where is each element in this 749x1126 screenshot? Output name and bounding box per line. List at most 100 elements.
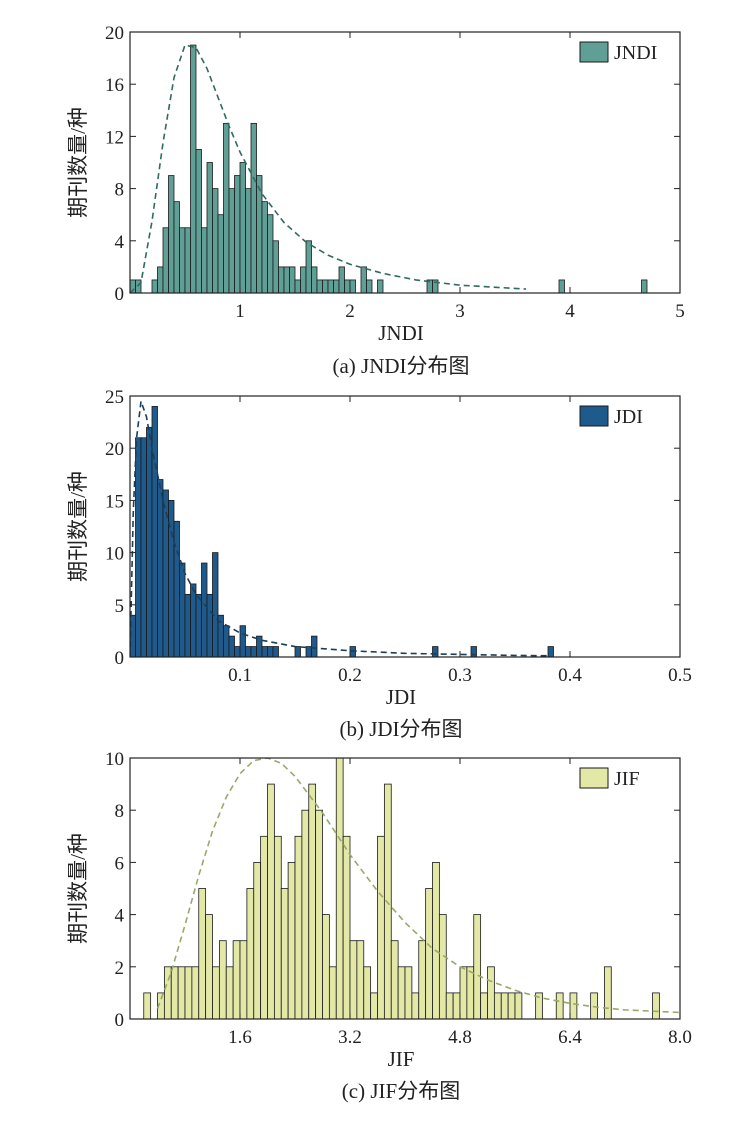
histogram-bar bbox=[366, 279, 373, 293]
histogram-bar bbox=[679, 992, 680, 1019]
histogram-bar bbox=[272, 240, 279, 293]
histogram-bar bbox=[206, 162, 213, 293]
histogram-bar bbox=[418, 940, 427, 1019]
histogram-bar bbox=[344, 279, 351, 293]
histogram-bar bbox=[377, 835, 385, 1019]
histogram-bar bbox=[179, 227, 186, 293]
legend-label: JDI bbox=[614, 406, 643, 428]
chart-jdi: 0 5 10 15 20 25 0.1 0.2 0.3 0.4 0.5 JDI 期刊数量/种 JDI (b)… bbox=[66, 387, 692, 741]
histogram-bar bbox=[212, 188, 219, 293]
histogram-bar bbox=[239, 162, 246, 293]
histogram-bar bbox=[328, 966, 337, 1019]
histogram-bar bbox=[289, 266, 296, 293]
legend-swatch bbox=[579, 405, 609, 427]
histogram-bar bbox=[135, 279, 142, 293]
histogram-bar bbox=[217, 214, 224, 293]
histogram-bar bbox=[283, 266, 290, 293]
histogram-bar bbox=[349, 646, 356, 657]
x-axis-label: JDI bbox=[386, 685, 416, 709]
x-tick-label: 2 bbox=[345, 301, 355, 322]
histogram-bar bbox=[432, 862, 440, 1019]
histogram-bar bbox=[232, 940, 241, 1019]
histogram-bar bbox=[500, 992, 509, 1019]
histogram-bar bbox=[177, 966, 186, 1019]
histogram-bar bbox=[322, 914, 330, 1019]
histogram-bar bbox=[558, 279, 565, 293]
fit-curve-line bbox=[130, 400, 549, 657]
y-axis-label: 期刊数量/种 bbox=[66, 107, 90, 218]
histogram-bar bbox=[173, 201, 180, 293]
histogram-bar bbox=[294, 835, 303, 1019]
y-tick-label: 0 bbox=[115, 648, 125, 669]
histogram-bar bbox=[425, 888, 433, 1019]
figure-caption: (c) JIF分布图 bbox=[342, 1079, 460, 1103]
histogram-bar bbox=[278, 266, 285, 293]
plot-area bbox=[143, 758, 680, 1019]
histogram-bar bbox=[267, 214, 274, 293]
histogram-bar bbox=[280, 888, 289, 1019]
histogram-bar bbox=[360, 266, 367, 293]
x-tick-label: 0.1 bbox=[228, 665, 252, 686]
histogram-bar bbox=[140, 437, 147, 657]
fit-curve-line bbox=[130, 44, 527, 293]
histogram-bar bbox=[234, 646, 241, 657]
histogram-bar bbox=[191, 966, 200, 1019]
plot-area bbox=[130, 44, 648, 293]
legend-swatch bbox=[579, 41, 609, 63]
plot-frame bbox=[129, 757, 681, 1020]
histogram-bar bbox=[157, 479, 164, 657]
histogram-bar bbox=[466, 966, 475, 1019]
histogram-bar bbox=[179, 562, 186, 657]
histogram-bar bbox=[294, 279, 301, 293]
histogram-bar bbox=[201, 562, 208, 657]
histogram-bar bbox=[206, 593, 213, 657]
histogram-bar bbox=[311, 635, 318, 657]
histogram-bar bbox=[377, 279, 384, 293]
histogram-bar bbox=[267, 646, 274, 657]
histogram-bar bbox=[273, 835, 282, 1019]
histogram-bar bbox=[223, 122, 230, 293]
histogram-bar bbox=[301, 809, 310, 1019]
histogram-bar bbox=[555, 992, 564, 1019]
histogram-bar bbox=[397, 966, 406, 1019]
histogram-bar bbox=[228, 635, 235, 657]
y-tick-label: 2 bbox=[115, 958, 125, 979]
x-tick-label: 5 bbox=[675, 301, 685, 322]
figure-caption: (b) JDI分布图 bbox=[339, 717, 462, 741]
histogram-bar bbox=[184, 593, 191, 657]
histogram-bar bbox=[195, 593, 202, 657]
histogram-bar bbox=[315, 809, 323, 1019]
histogram-bar bbox=[390, 940, 399, 1019]
histogram-bar bbox=[143, 992, 152, 1019]
histogram-bar bbox=[327, 279, 334, 293]
histogram-bar bbox=[272, 646, 279, 657]
histogram-bar bbox=[487, 966, 495, 1019]
histogram-bar bbox=[184, 227, 191, 293]
histogram-bar bbox=[459, 966, 468, 1019]
histogram-bar bbox=[135, 437, 142, 657]
histogram-bar bbox=[473, 914, 482, 1019]
histogram-bar bbox=[168, 175, 175, 293]
y-tick-label: 4 bbox=[115, 232, 125, 253]
x-tick-label: 4 bbox=[565, 301, 575, 322]
x-tick-label: 3.2 bbox=[338, 1027, 362, 1048]
histogram-bar bbox=[342, 835, 351, 1019]
x-tick-label: 3 bbox=[455, 301, 465, 322]
x-axis-label: JNDI bbox=[378, 321, 424, 345]
histogram-bar bbox=[411, 992, 420, 1019]
x-tick-label: 6.4 bbox=[558, 1027, 582, 1048]
y-tick-label: 16 bbox=[105, 75, 124, 96]
histogram-bar bbox=[305, 240, 312, 293]
y-tick-label: 25 bbox=[105, 387, 124, 408]
histogram-bar bbox=[432, 646, 439, 657]
histogram-bar bbox=[322, 279, 329, 293]
histogram-bar bbox=[250, 646, 257, 657]
legend-label: JNDI bbox=[614, 42, 657, 64]
plot-frame bbox=[129, 31, 681, 294]
histogram-bar bbox=[225, 966, 234, 1019]
x-tick-label: 4.8 bbox=[448, 1027, 472, 1048]
histogram-bar bbox=[151, 406, 158, 657]
histogram-bar bbox=[228, 188, 235, 293]
